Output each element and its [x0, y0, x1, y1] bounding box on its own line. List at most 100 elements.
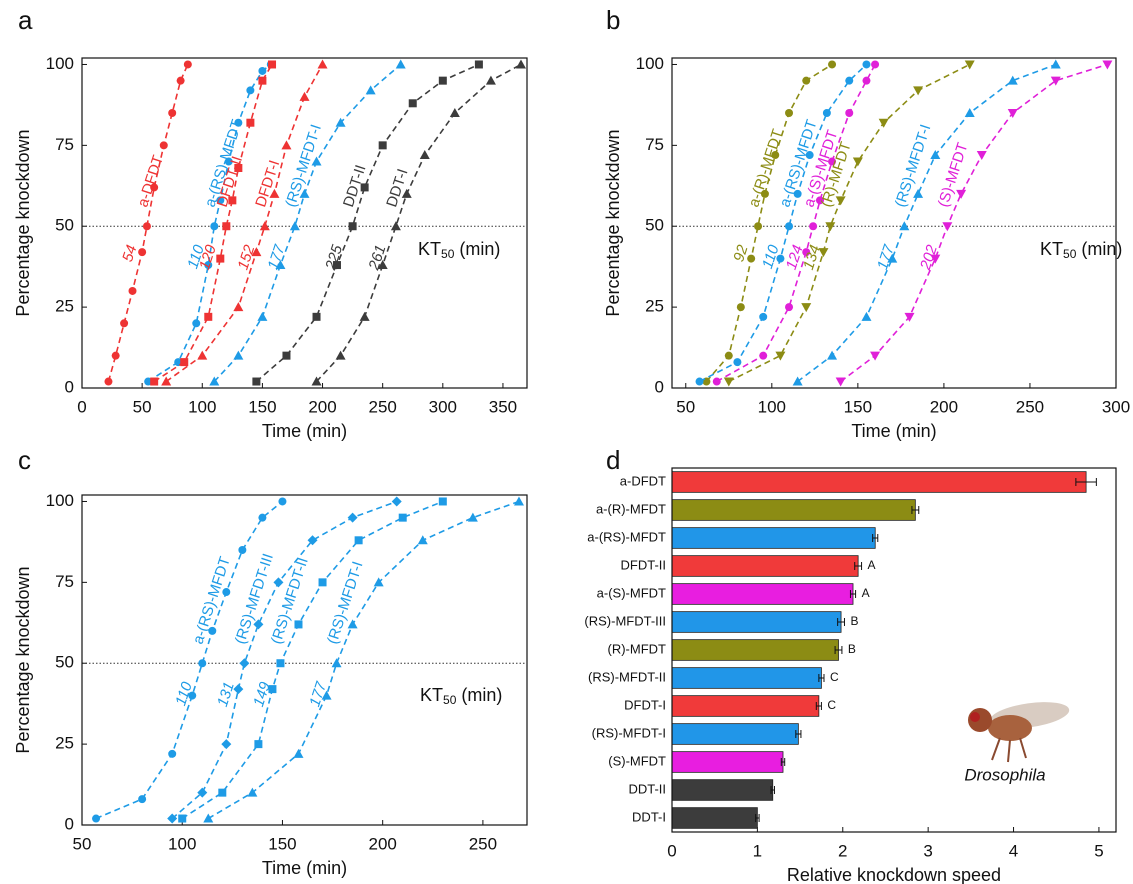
point: [712, 377, 721, 386]
point: [216, 254, 225, 263]
point: [234, 118, 243, 127]
x-tick-label: 4: [1009, 841, 1018, 860]
point: [760, 189, 769, 198]
point: [120, 319, 129, 328]
kt-value: 110: [759, 242, 783, 271]
fly-illustration: [968, 702, 1070, 763]
point: [161, 376, 172, 386]
kt-label: KT50 (min): [418, 239, 500, 261]
error-bar: [1075, 478, 1097, 486]
y-tick-label: 100: [46, 491, 74, 510]
point: [335, 117, 346, 127]
point: [311, 376, 322, 386]
kt-value: 110: [184, 242, 208, 271]
fit-line: [705, 63, 833, 383]
x-tick-label: 100: [758, 397, 786, 416]
fit-line: [153, 64, 273, 383]
point: [802, 76, 811, 85]
point: [419, 150, 430, 160]
bar: [671, 667, 822, 689]
fit-line: [165, 64, 324, 383]
point: [852, 157, 863, 167]
point: [793, 189, 802, 198]
point: [378, 141, 387, 150]
y-tick-label: 75: [645, 135, 664, 154]
significance-letter: A: [862, 586, 870, 600]
point: [828, 157, 837, 166]
plot-frame: [81, 494, 528, 826]
point: [759, 312, 768, 321]
bar: [671, 723, 799, 745]
x-tick-label: 200: [930, 397, 958, 416]
kt-main: KT: [1040, 239, 1063, 259]
point: [299, 188, 310, 198]
point: [377, 260, 388, 270]
point: [246, 86, 255, 95]
y-tick-label: 0: [655, 377, 664, 396]
y-tick-label: 0: [65, 377, 74, 396]
x-tick-label: 0: [77, 397, 86, 416]
point: [218, 788, 227, 797]
point: [438, 497, 447, 506]
point: [278, 497, 287, 506]
point: [347, 512, 358, 523]
point: [138, 795, 147, 804]
point: [871, 60, 880, 69]
point: [332, 261, 341, 270]
point: [845, 76, 854, 85]
kt-value: 152: [234, 242, 258, 272]
kt-label: KT50 (min): [1040, 239, 1122, 261]
point: [964, 108, 975, 117]
point: [398, 513, 407, 522]
point: [802, 248, 811, 257]
x-tick-label: 250: [1016, 397, 1044, 416]
y-tick-label: 100: [46, 54, 74, 73]
point: [159, 141, 168, 150]
point: [257, 311, 268, 321]
point: [311, 156, 322, 166]
point: [828, 60, 837, 69]
fit-line: [255, 63, 480, 383]
point: [913, 86, 924, 96]
y-tick-label: 25: [55, 734, 74, 753]
x-tick-label: 50: [133, 397, 152, 416]
x-axis-label: Time (min): [851, 421, 936, 441]
fit-line: [797, 63, 1057, 383]
x-tick-label: 250: [368, 397, 396, 416]
point: [276, 659, 285, 668]
kt-value: 202: [917, 242, 941, 273]
point: [224, 157, 233, 166]
point: [348, 222, 357, 231]
point: [268, 685, 277, 694]
x-tick-label: 0: [667, 841, 676, 860]
x-tick-label: 150: [844, 397, 872, 416]
kt-value: 54: [119, 243, 140, 264]
point: [269, 188, 280, 198]
point: [1007, 75, 1018, 85]
point: [485, 75, 496, 85]
point: [930, 150, 941, 160]
point: [417, 535, 428, 545]
error-bar: [795, 730, 802, 738]
point: [168, 109, 177, 117]
point: [408, 99, 417, 108]
x-tick-label: 250: [469, 834, 497, 853]
bar: [671, 807, 758, 829]
point: [861, 311, 872, 321]
point: [835, 196, 846, 206]
point: [247, 787, 258, 797]
kt-value: 177: [306, 679, 330, 709]
point: [222, 588, 231, 597]
point: [239, 658, 250, 669]
point: [956, 189, 967, 199]
point: [251, 247, 262, 257]
point: [234, 164, 243, 172]
fit-line: [315, 63, 522, 383]
point: [183, 60, 192, 69]
category-label: (S)-MFDT: [608, 753, 666, 768]
point: [204, 261, 213, 270]
point: [216, 196, 225, 205]
bar: [671, 527, 876, 549]
point: [252, 377, 261, 386]
point: [904, 312, 915, 322]
